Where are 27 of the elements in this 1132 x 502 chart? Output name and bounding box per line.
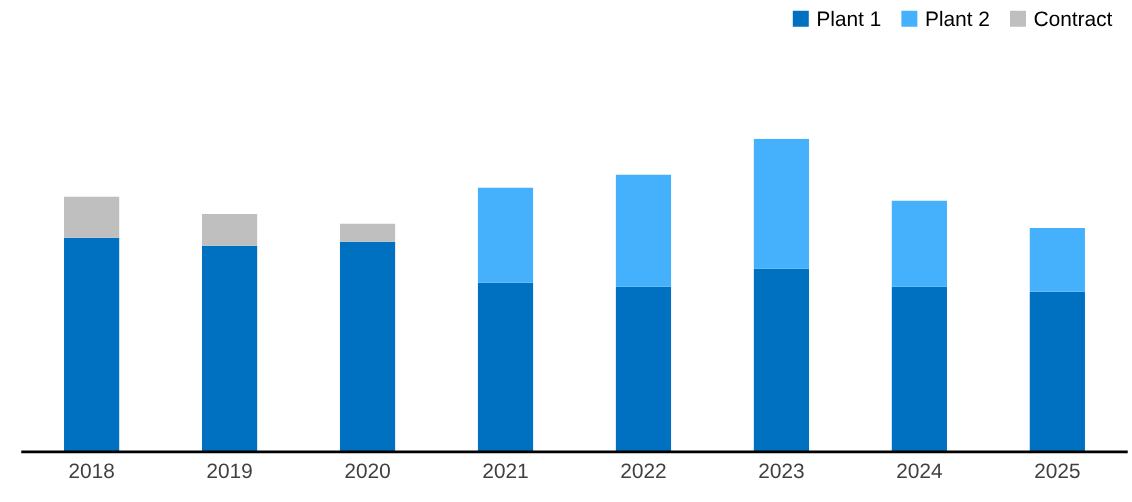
bar — [64, 237, 120, 452]
bar — [753, 138, 810, 269]
legend-label: Plant 2 — [926, 10, 989, 27]
bar — [477, 282, 534, 452]
bar — [615, 174, 672, 287]
x-tick-label: 2022 — [621, 463, 666, 479]
x-tick-label: 2023 — [759, 463, 804, 479]
bar — [201, 245, 258, 452]
legend-label: Plant 1 — [818, 10, 881, 27]
bar — [1029, 291, 1085, 452]
x-tick-label: 2024 — [897, 463, 942, 479]
bar — [615, 286, 672, 452]
x-tick-label: 2020 — [345, 463, 390, 479]
bar — [891, 200, 947, 287]
bar — [64, 196, 120, 238]
legend-label: Contract — [1034, 11, 1113, 27]
bar — [477, 187, 534, 283]
bar — [339, 223, 396, 242]
x-tick-label: 2019 — [207, 463, 252, 479]
x-tick-label: 2018 — [69, 463, 114, 479]
bar — [339, 241, 396, 452]
x-tick-label: 2021 — [483, 463, 528, 479]
bar — [201, 213, 258, 246]
bar — [753, 268, 810, 452]
bar — [1029, 228, 1085, 292]
bar — [891, 286, 947, 452]
x-tick-label: 2025 — [1035, 463, 1080, 479]
